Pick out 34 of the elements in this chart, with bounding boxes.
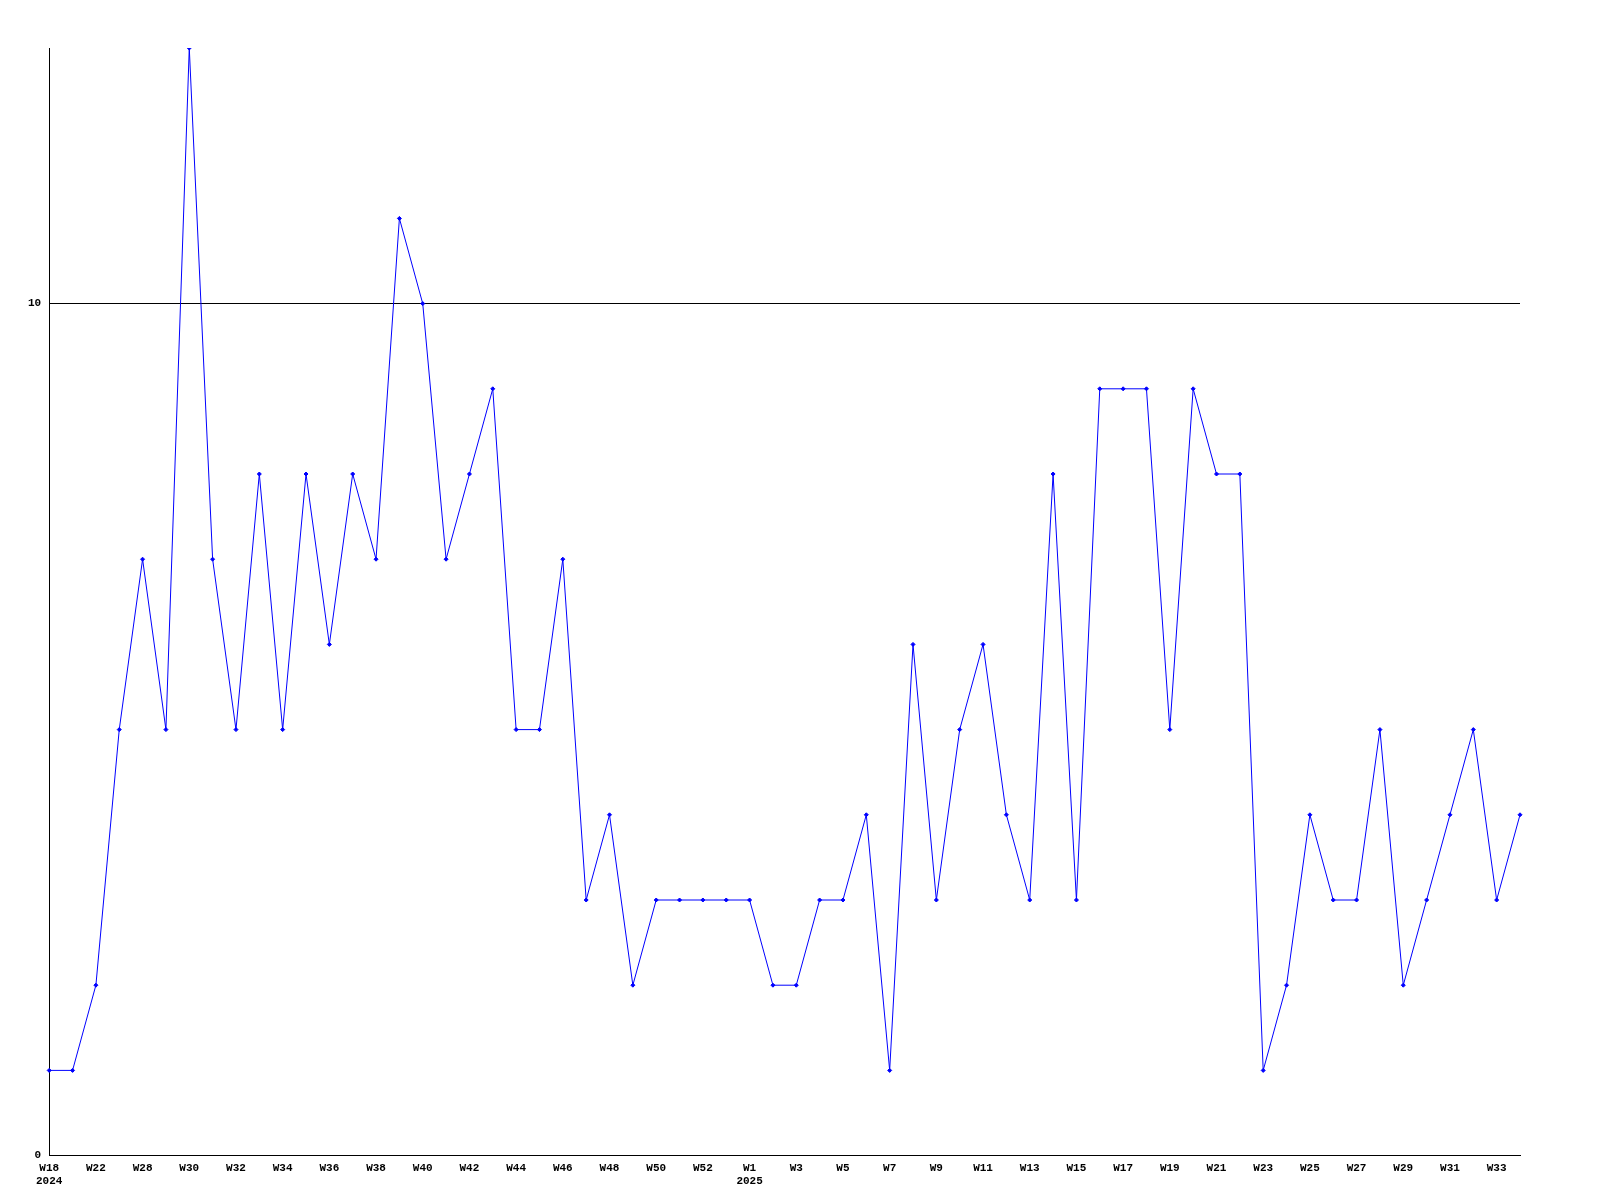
y-tick-label: 10 <box>28 297 42 310</box>
x-tick-label: W3 <box>789 1161 804 1174</box>
x-tick-label: W34 <box>272 1161 293 1174</box>
x-tick-label: W22 <box>85 1161 106 1174</box>
x-tick-label: W19 <box>1159 1161 1180 1174</box>
x-tick-label: W32 <box>226 1161 246 1174</box>
x-tick-label: W27 <box>1346 1161 1367 1174</box>
x-tick-label: W52 <box>692 1161 713 1174</box>
x-tick-label: W18 2024 <box>36 1161 63 1188</box>
y-tick-label: 0 <box>34 1149 42 1162</box>
x-tick-label: W46 <box>552 1161 573 1174</box>
x-tick-label: W38 <box>366 1161 387 1174</box>
x-tick-label: W33 <box>1486 1161 1507 1174</box>
x-tick-label: W28 <box>132 1161 153 1174</box>
x-tick-label: W15 <box>1066 1161 1087 1174</box>
x-tick-label: W23 <box>1253 1161 1274 1174</box>
x-tick-label: W40 <box>412 1161 433 1174</box>
x-tick-label: W42 <box>459 1161 480 1174</box>
x-tick-label: W25 <box>1299 1161 1321 1174</box>
x-tick-label: W1 2025 <box>736 1161 764 1188</box>
x-tick-label: W50 <box>646 1161 667 1174</box>
x-tick-label: W29 <box>1393 1161 1414 1174</box>
x-tick-label: W31 <box>1440 1161 1461 1174</box>
x-tick-label: W48 <box>599 1161 620 1174</box>
x-tick-label: W17 <box>1113 1161 1134 1174</box>
x-tick-label: W36 <box>319 1161 340 1174</box>
x-tick-label: W9 <box>929 1161 943 1174</box>
x-tick-label: W5 <box>836 1161 850 1174</box>
x-tick-label: W21 <box>1206 1161 1227 1174</box>
x-tick-label: W13 <box>1019 1161 1041 1174</box>
x-tick-label: W11 <box>973 1161 994 1174</box>
x-tick-label: W7 <box>883 1161 897 1174</box>
x-tick-label: W30 <box>179 1161 200 1174</box>
x-tick-label: W44 <box>506 1161 527 1174</box>
